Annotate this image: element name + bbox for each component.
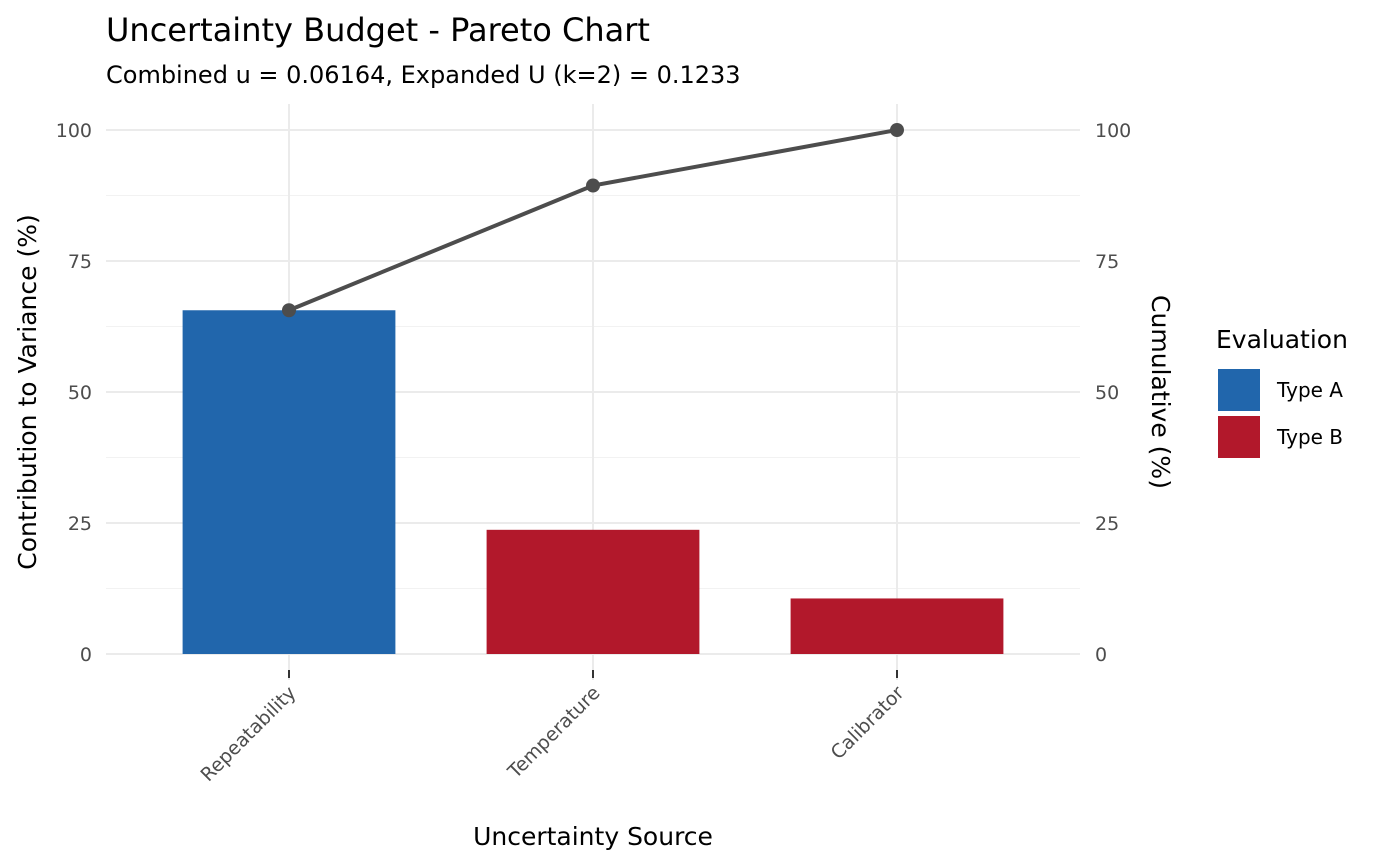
y-tick-label: 100 — [56, 120, 92, 142]
y-axis-ticks: 0 25 50 75 100 — [56, 120, 92, 666]
y2-tick-label: 0 — [1095, 644, 1107, 666]
cumulative-point — [586, 178, 600, 193]
y2-axis-title: Cumulative (%) — [1146, 295, 1175, 489]
bars — [182, 310, 1004, 654]
x-axis-title: Uncertainty Source — [473, 822, 713, 851]
legend-title: Evaluation — [1216, 325, 1348, 354]
x-tick-label: Repeatability — [197, 682, 301, 786]
y-axis-title: Contribution to Variance (%) — [13, 214, 42, 569]
bar-temperature — [486, 529, 700, 654]
legend-label: Type A — [1276, 378, 1343, 402]
legend: Evaluation Type A Type B — [1216, 325, 1348, 458]
cumulative-point — [890, 123, 904, 137]
chart-subtitle: Combined u = 0.06164, Expanded U (k=2) =… — [106, 61, 741, 89]
y-tick-label: 75 — [68, 251, 92, 273]
cumulative-point — [282, 303, 296, 318]
legend-label: Type B — [1276, 425, 1343, 449]
y2-tick-label: 50 — [1095, 382, 1119, 404]
chart-title: Uncertainty Budget - Pareto Chart — [106, 11, 650, 49]
x-tick-label: Temperature — [503, 682, 604, 783]
legend-swatch — [1218, 416, 1260, 458]
y-tick-label: 50 — [68, 382, 92, 404]
cumulative-line-group — [282, 123, 904, 318]
y2-axis-ticks: 0 25 50 75 100 — [1095, 120, 1131, 666]
y-tick-label: 0 — [80, 644, 92, 666]
legend-swatch — [1218, 369, 1260, 411]
y-tick-label: 25 — [68, 513, 92, 535]
x-tick-label: Calibrator — [827, 682, 909, 764]
y2-tick-label: 75 — [1095, 251, 1119, 273]
x-axis-ticks: Repeatability Temperature Calibrator — [197, 670, 909, 786]
y2-tick-label: 25 — [1095, 513, 1119, 535]
y2-tick-label: 100 — [1095, 120, 1131, 142]
bar-repeatability — [182, 310, 396, 654]
bar-calibrator — [790, 598, 1004, 654]
